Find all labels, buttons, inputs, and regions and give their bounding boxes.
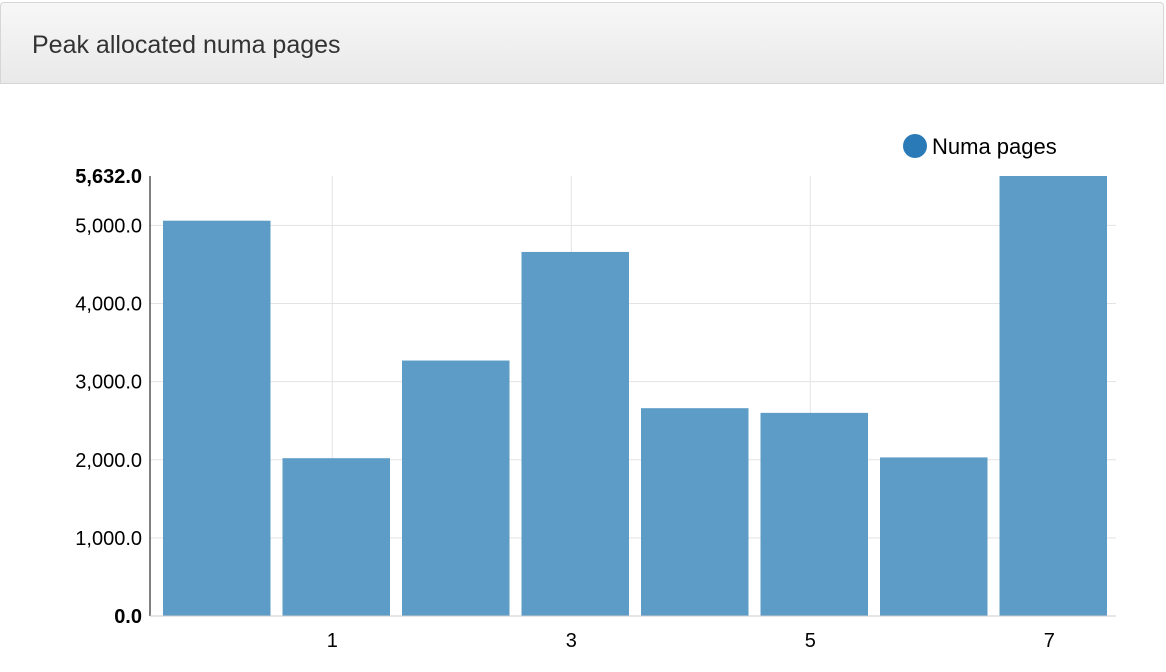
x-tick-label: 1	[327, 630, 338, 652]
legend-label: Numa pages	[932, 134, 1057, 159]
bar	[999, 176, 1107, 616]
x-tick-label: 5	[805, 630, 816, 652]
panel-title: Peak allocated numa pages	[32, 31, 341, 59]
bar	[521, 251, 629, 616]
y-tick-label: 3,000.0	[75, 372, 142, 394]
x-tick-label: 3	[566, 630, 577, 652]
bar	[163, 220, 271, 616]
bar	[282, 458, 390, 616]
bar	[402, 360, 510, 616]
y-tick-label: 5,632.0	[75, 166, 142, 188]
panel-header: Peak allocated numa pages	[0, 2, 1164, 84]
bar	[641, 408, 749, 616]
y-tick-label: 5,000.0	[75, 215, 142, 237]
y-tick-label: 0.0	[114, 606, 142, 628]
bar	[760, 412, 868, 616]
y-tick-label: 2,000.0	[75, 450, 142, 472]
x-tick-label: 7	[1044, 630, 1055, 652]
legend-dot-icon	[903, 134, 927, 158]
bar	[880, 457, 988, 616]
y-tick-label: 1,000.0	[75, 528, 142, 550]
y-tick-label: 4,000.0	[75, 294, 142, 316]
